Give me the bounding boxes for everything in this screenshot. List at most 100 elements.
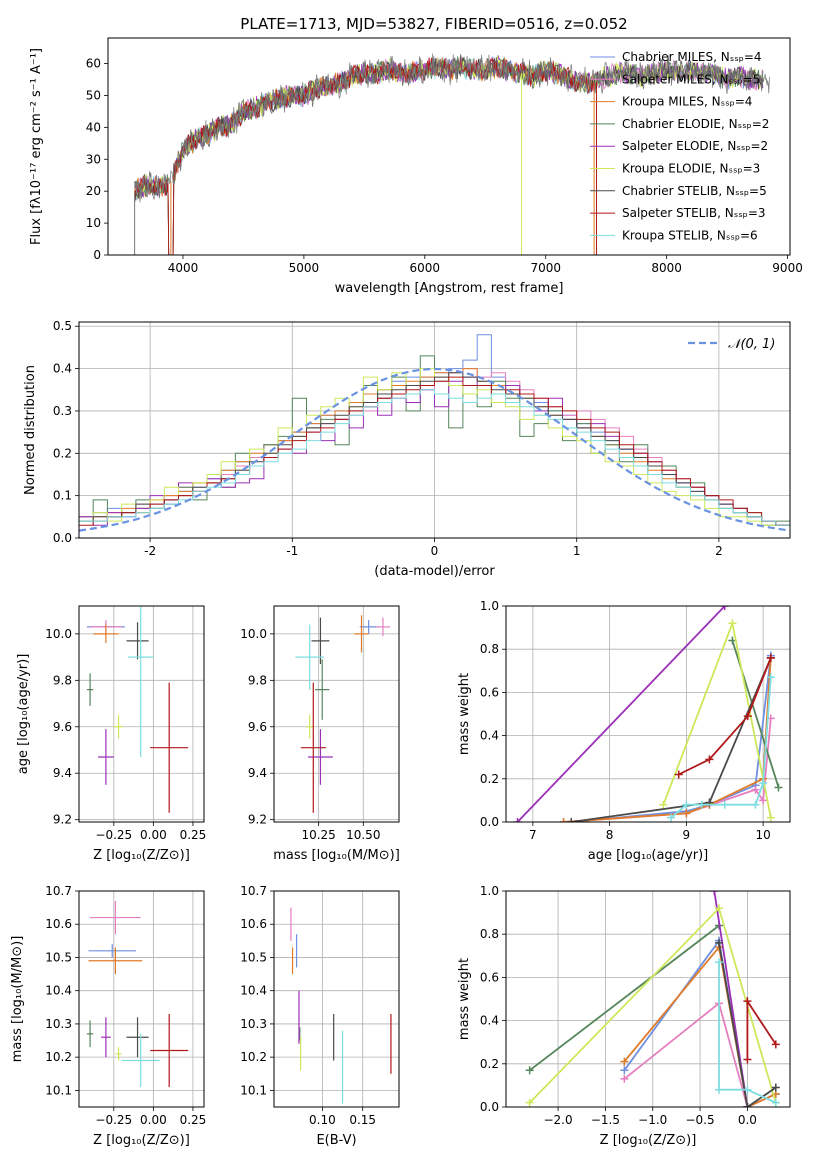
x-tick-label: 5000 — [289, 261, 320, 275]
y-tick-label: 10.5 — [240, 950, 267, 964]
y-tick-label: 0.2 — [480, 1057, 499, 1071]
y-tick-label: 30 — [86, 152, 101, 166]
age-vs-mass-panel: 10.25 10.50 9.2 9.4 9.6 9.8 10.0 mass [log₁₀(M/… — [240, 605, 400, 863]
x-tick-label: 0.10 — [309, 1113, 336, 1127]
x-tick-label: 0.25 — [180, 828, 207, 842]
y-axis-label: mass weight — [457, 673, 472, 755]
x-tick-label: −0.25 — [95, 1113, 132, 1127]
legend-entry: Chabrier ELODIE, Nₛₛₚ=2 — [622, 117, 769, 131]
y-tick-label: 40 — [86, 120, 101, 134]
y-tick-label: 0.4 — [480, 729, 499, 743]
spectrum-series-line — [134, 57, 764, 255]
mass-vs-metallicity-panel: −0.25 0.00 0.25 10.1 10.2 10.3 10.4 10.5 10.6 10.… — [10, 884, 206, 1148]
y-tick-label: 10 — [86, 216, 101, 230]
legend-entry: Chabrier STELIB, Nₛₛₚ=5 — [622, 184, 767, 198]
weight-marker — [659, 800, 668, 809]
weight-series-line — [678, 657, 772, 776]
x-axis-label: age [log₁₀(age/yr)] — [588, 848, 709, 863]
spectrum-series-line — [134, 56, 595, 255]
y-tick-label: 9.6 — [248, 720, 267, 734]
weight-marker — [751, 800, 760, 809]
weight-marker — [743, 712, 752, 721]
x-tick-label: 0.0 — [738, 1113, 757, 1127]
weight-marker — [620, 1057, 629, 1066]
y-tick-label: 10.1 — [45, 1083, 72, 1097]
y-tick-label: 0.8 — [480, 642, 499, 656]
x-tick-label: 10.50 — [346, 828, 380, 842]
weight-marker — [771, 1083, 780, 1092]
x-tick-label: 0.00 — [140, 828, 167, 842]
x-axis-label: (data-model)/error — [374, 564, 495, 579]
y-tick-label: 9.4 — [53, 766, 72, 780]
x-axis-label: wavelength [Angstrom, rest frame] — [335, 281, 564, 296]
weight-marker — [620, 1074, 629, 1083]
x-tick-label: 6000 — [410, 261, 441, 275]
weight-marker — [766, 653, 775, 662]
x-tick-label: 2 — [715, 544, 723, 558]
y-tick-label: 0.2 — [53, 446, 72, 460]
y-tick-label: 0.0 — [480, 815, 499, 829]
spectrum-series-line — [134, 56, 764, 255]
weight-series-line — [746, 998, 777, 1060]
weight-marker — [525, 1098, 534, 1107]
weight-marker — [715, 938, 723, 947]
y-tick-label: 10.4 — [45, 984, 72, 998]
spectrum-series-line — [134, 55, 764, 255]
y-tick-label: 20 — [86, 184, 101, 198]
y-tick-label: 10.7 — [240, 884, 267, 898]
y-tick-label: 60 — [86, 57, 101, 71]
weight-marker — [743, 997, 752, 1006]
y-tick-label: 10.1 — [240, 1083, 267, 1097]
weight-marker — [759, 779, 768, 788]
weight-marker — [766, 813, 775, 822]
y-tick-label: 9.2 — [248, 813, 267, 827]
observed-spectrum-line — [134, 53, 770, 203]
x-axis-label: mass [log₁₀(M/M⊙)] — [273, 848, 400, 863]
y-tick-label: 10.0 — [240, 627, 267, 641]
legend-entry: Salpeter ELODIE, Nₛₛₚ=2 — [622, 139, 768, 153]
figure-title: PLATE=1713, MJD=53827, FIBERID=0516, z=0… — [240, 15, 627, 33]
weight-marker — [766, 673, 775, 682]
residuals-panel: -2 -1 0 1 2 0.0 0.1 0.2 0.3 0.4 0.5 (data-model)/er… — [23, 319, 791, 579]
weight-marker — [728, 619, 737, 628]
weight-marker — [682, 800, 691, 809]
weight-series-line — [529, 924, 720, 1072]
x-tick-label: 10.25 — [301, 828, 335, 842]
y-tick-label: 0.0 — [480, 1100, 499, 1114]
y-tick-label: 10.0 — [45, 627, 72, 641]
y-tick-label: 9.8 — [248, 673, 267, 687]
weight-marker — [720, 800, 729, 809]
x-tick-label: −1.0 — [638, 1113, 667, 1127]
weight-series-line — [563, 657, 772, 822]
weight-series-line — [718, 942, 777, 1107]
y-tick-label: 0.5 — [53, 319, 72, 333]
x-tick-label: 8 — [606, 828, 614, 842]
weight-marker — [674, 770, 683, 779]
x-tick-label: 9000 — [772, 261, 803, 275]
y-axis-label: mass [log₁₀(M/M⊙)] — [10, 936, 25, 1063]
y-tick-label: 1.0 — [480, 884, 499, 898]
x-tick-label: -1 — [286, 544, 298, 558]
spectrum-series-line — [134, 56, 764, 255]
y-tick-label: 10.5 — [45, 950, 72, 964]
weight-marker — [682, 809, 691, 818]
x-tick-label: −0.5 — [685, 1113, 714, 1127]
y-axis-label: Flux [fλ10⁻¹⁷ erg cm⁻² s⁻¹ A⁻¹] — [29, 48, 44, 245]
x-tick-label: 10 — [755, 828, 770, 842]
weight-marker — [743, 1085, 752, 1094]
y-tick-label: 0.4 — [480, 1014, 499, 1028]
x-tick-label: 1 — [573, 544, 581, 558]
x-tick-label: 4000 — [168, 261, 199, 275]
y-tick-label: 0.1 — [53, 489, 72, 503]
age-vs-metallicity-panel: −0.25 0.00 0.25 9.2 9.4 9.6 9.8 10.0 Z [log₁₀(Z/… — [16, 605, 207, 863]
x-tick-label: 0.25 — [180, 1113, 207, 1127]
mass-vs-ebv-panel: 0.10 0.15 10.1 10.2 10.3 10.4 10.5 10.6 10.7 E(B-… — [240, 884, 400, 1148]
y-tick-label: 1.0 — [480, 599, 499, 613]
x-tick-label: 7 — [529, 828, 537, 842]
weight-marker — [620, 1066, 629, 1075]
weight-marker — [705, 755, 714, 764]
y-tick-label: 10.6 — [45, 917, 72, 931]
x-tick-label: 0.00 — [140, 1113, 167, 1127]
weight-series-line — [563, 718, 772, 822]
